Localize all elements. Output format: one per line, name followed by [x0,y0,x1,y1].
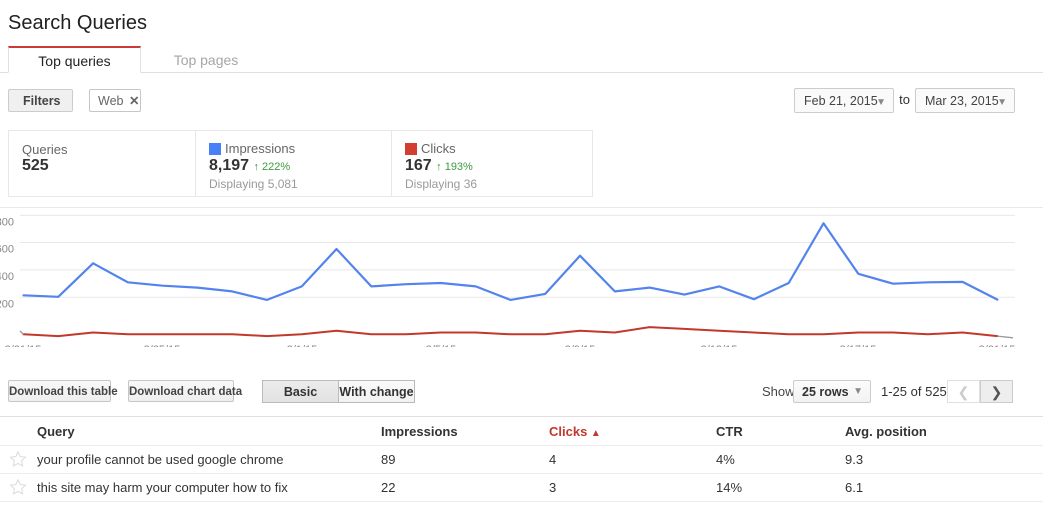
svg-text:3/21/15: 3/21/15 [979,344,1016,347]
svg-text:2/25/15: 2/25/15 [144,344,181,347]
svg-text:3/13/15: 3/13/15 [701,344,738,347]
svg-text:3/1/15: 3/1/15 [287,344,318,347]
svg-text:200: 200 [0,299,14,311]
svg-text:3/9/15: 3/9/15 [565,344,596,347]
svg-text:3/17/15: 3/17/15 [840,344,877,347]
svg-text:3/5/15: 3/5/15 [426,344,457,347]
svg-text:2/21/15: 2/21/15 [5,344,42,347]
svg-text:400: 400 [0,271,14,283]
svg-text:800: 800 [0,217,14,229]
svg-text:600: 600 [0,244,14,256]
